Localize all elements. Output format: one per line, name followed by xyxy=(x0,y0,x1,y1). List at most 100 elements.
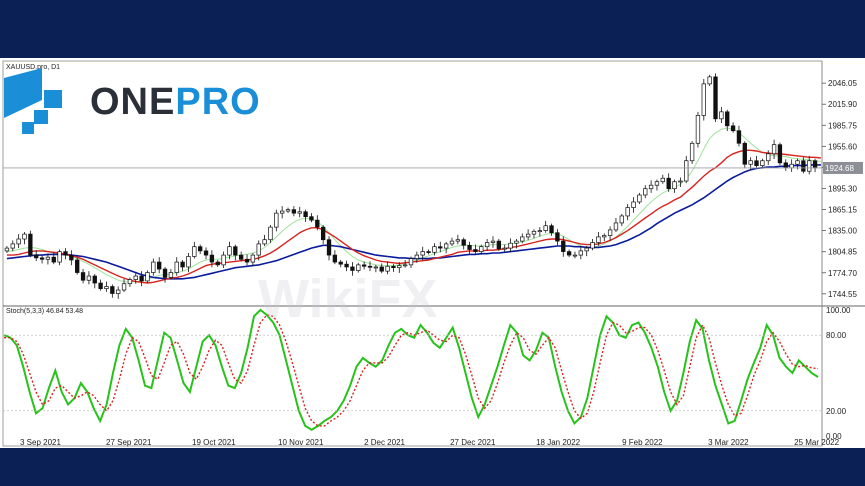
candle-body xyxy=(51,256,56,263)
candle-body xyxy=(695,114,701,144)
candle-body xyxy=(57,251,62,263)
symbol-label: XAUUSD.pro, D1 xyxy=(6,64,60,71)
candle-body xyxy=(233,246,238,256)
candle-body xyxy=(397,265,402,269)
date-tick-label: 19 Oct 2021 xyxy=(192,438,236,447)
date-tick-label: 25 Mar 2022 xyxy=(794,438,839,447)
candle-body xyxy=(45,256,51,260)
candle-body xyxy=(566,251,572,256)
chart-frame: XAUUSD.pro, D1 Stoch(5,3,3) 46.84 53.48 … xyxy=(0,58,865,448)
date-tick-label: 9 Feb 2022 xyxy=(622,438,663,447)
candle-body xyxy=(104,286,109,289)
candle-body xyxy=(760,160,765,166)
candle-body xyxy=(795,160,800,165)
current-price-tag xyxy=(823,161,863,174)
moving-averages xyxy=(6,127,821,284)
candle-body xyxy=(443,243,449,249)
candle-body xyxy=(315,219,320,228)
date-tick-label: 3 Mar 2022 xyxy=(708,438,749,447)
candle-body xyxy=(807,160,812,172)
candle-body xyxy=(162,268,168,278)
candle-body xyxy=(16,238,21,245)
candle-body xyxy=(666,177,671,190)
candle-body xyxy=(672,181,677,190)
candle-body xyxy=(291,209,297,214)
candle-body xyxy=(203,250,209,256)
candle-body xyxy=(98,282,103,289)
candle-body xyxy=(215,261,220,266)
onepro-logo: ONEPRO xyxy=(4,68,261,136)
stoch-main-line xyxy=(3,308,819,431)
candle-body xyxy=(789,163,794,169)
candle-body xyxy=(361,264,367,267)
candle-body xyxy=(157,261,162,270)
candle-body xyxy=(502,247,507,250)
candle-body xyxy=(34,254,39,259)
candle-body xyxy=(280,210,285,214)
candle-body xyxy=(455,239,461,242)
candle-body xyxy=(168,272,174,278)
stochastic-lines xyxy=(3,308,819,431)
candle-body xyxy=(438,246,443,249)
candle-body xyxy=(256,243,261,256)
candle-body xyxy=(637,194,642,203)
candle-body xyxy=(467,244,472,250)
candle-body xyxy=(812,160,818,169)
candle-body xyxy=(221,254,226,266)
candle-body xyxy=(344,263,349,268)
candle-body xyxy=(209,254,215,263)
candle-body xyxy=(198,246,203,252)
candle-body xyxy=(607,229,613,236)
candle-body xyxy=(508,242,513,249)
candle-body xyxy=(350,266,355,271)
candle-body xyxy=(514,240,519,244)
candle-body xyxy=(625,207,630,217)
date-tick-label: 2 Dec 2021 xyxy=(364,438,405,447)
stoch-tick-label: 100.00 xyxy=(826,306,851,315)
candle-body xyxy=(127,279,133,285)
candle-body xyxy=(432,246,437,253)
candle-body xyxy=(22,233,27,240)
candle-body xyxy=(689,142,695,162)
candle-body xyxy=(561,240,566,252)
date-tick-label: 10 Nov 2021 xyxy=(278,438,324,447)
candle-body xyxy=(484,242,490,248)
price-tick-label: 1985.75 xyxy=(828,121,857,130)
candle-body xyxy=(180,261,185,268)
price-tick-label: 1865.15 xyxy=(828,206,857,215)
candle-body xyxy=(426,251,431,253)
candle-body xyxy=(326,239,332,256)
candle-body xyxy=(63,251,68,256)
candle-body xyxy=(766,153,771,162)
stoch-tick-label: 20.00 xyxy=(826,407,847,416)
price-tick-label: 1774.70 xyxy=(828,269,857,278)
candle-body xyxy=(754,160,759,166)
stoch-signal-line xyxy=(4,314,819,427)
candle-body xyxy=(379,266,384,272)
candle-body xyxy=(268,226,273,241)
candle-body xyxy=(151,261,156,273)
candle-body xyxy=(133,275,138,280)
candle-body xyxy=(80,272,86,281)
price-tick-label: 2046.05 xyxy=(828,79,857,88)
candle-body xyxy=(730,125,736,132)
ma-fast-line xyxy=(6,149,821,284)
candle-body xyxy=(10,243,15,249)
candle-body xyxy=(110,286,115,294)
candle-body xyxy=(736,130,742,144)
candle-body xyxy=(262,239,267,245)
candle-body xyxy=(274,212,279,228)
candle-body xyxy=(572,254,578,257)
candle-body xyxy=(139,275,144,282)
candle-body xyxy=(174,261,179,273)
wikifx-watermark: WikiFX xyxy=(258,269,438,329)
candle-body xyxy=(385,265,390,272)
candle-body xyxy=(320,226,326,241)
candle-body xyxy=(643,188,648,196)
candle-body xyxy=(69,254,74,261)
candle-body xyxy=(777,144,783,164)
candle-body xyxy=(420,251,425,256)
candle-body xyxy=(356,264,361,271)
candle-body xyxy=(414,254,420,259)
candle-body xyxy=(543,225,548,231)
